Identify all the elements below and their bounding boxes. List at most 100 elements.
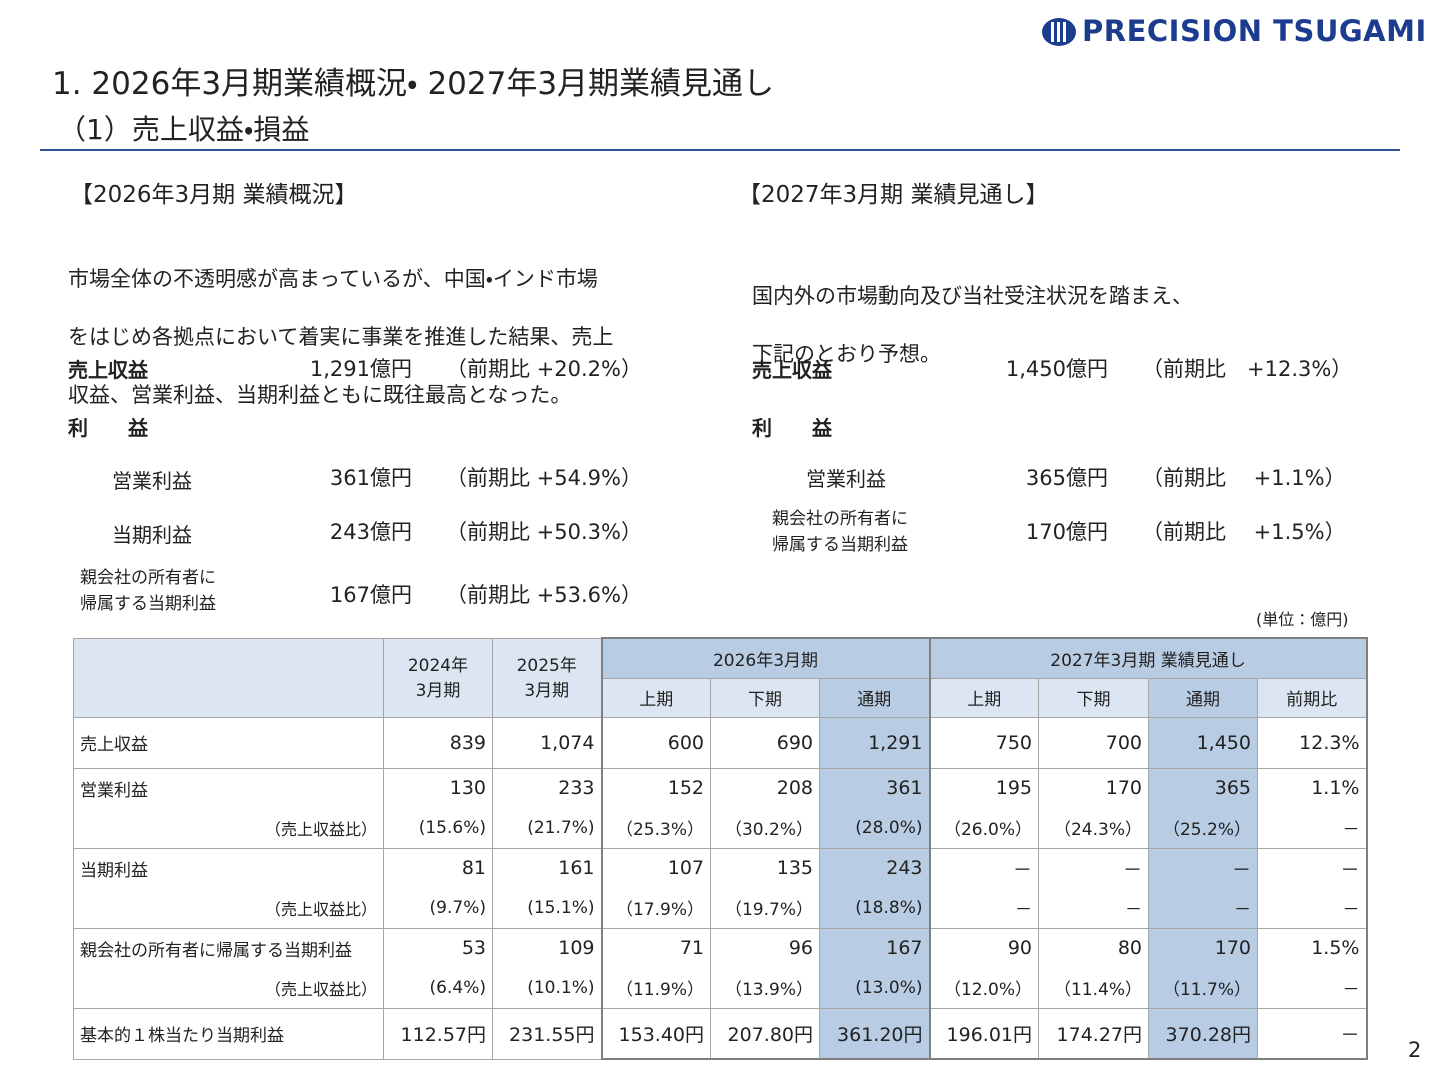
header-year: 2024年 3月期 — [383, 637, 493, 718]
table-cell: 361.20円 — [819, 1007, 930, 1060]
label: 利 益 — [752, 416, 832, 440]
value: 361億円 — [329, 466, 412, 490]
table-cell: 839 — [383, 716, 493, 769]
change: （前期比 +54.9%） — [446, 466, 642, 490]
table-cell: － — [1257, 808, 1368, 849]
table-cell: （17.9%） — [600, 888, 711, 929]
row-label: 基本的１株当たり当期利益 — [73, 1007, 384, 1060]
table-cell: (21.7%) — [492, 808, 602, 849]
table-cell: 700 — [1038, 716, 1149, 769]
subtitle: （1）売上収益・損益 — [58, 113, 310, 146]
row-sub-label: （売上収益比） — [73, 968, 384, 1009]
table-cell: － — [1038, 888, 1149, 929]
table-row: （売上収益比） (9.7%) (15.1%) （17.9%） （19.7%） (18.8%… — [73, 888, 1368, 929]
heading: 【2026年3月期 業績概況】 — [70, 182, 358, 208]
heading: 【2027年3月期 業績見通し】 — [738, 182, 1049, 208]
value: 167億円 — [329, 583, 412, 607]
table-cell: 370.28円 — [1148, 1007, 1258, 1060]
table-cell: 153.40円 — [600, 1007, 711, 1060]
table-row: 売上収益 839 1,074 600 690 1,291 750 700 1,450 12.3% — [73, 716, 1368, 769]
paragraph: 国内外の市場動向及び当社受注状況を踏まえ、 下記のとおり予想。 — [752, 253, 1193, 398]
table-cell: (15.1%) — [492, 888, 602, 929]
table-cell: 170 — [1148, 927, 1258, 968]
table-cell: 1,291 — [819, 716, 930, 769]
table-cell: － — [1257, 847, 1368, 888]
table-cell: （24.3%） — [1038, 808, 1149, 849]
results-table: 2024年 3月期 2025年 3月期 2026年3月期 2027年3月期 業績見通し… — [73, 637, 1368, 1060]
table-row: （売上収益比） (15.6%) (21.7%) （25.3%） （30.2%） (28.0… — [73, 808, 1368, 849]
table-cell: 231.55円 — [492, 1007, 602, 1060]
header-sub: 前期比 — [1257, 677, 1368, 718]
label: 親会社の所有者に 帰属する当期利益 — [80, 568, 216, 614]
table-cell: 107 — [600, 847, 711, 888]
table-cell: 690 — [710, 716, 820, 769]
table-cell: 195 — [928, 767, 1039, 808]
table-cell: （30.2%） — [710, 808, 820, 849]
header-corner — [73, 637, 384, 718]
table-cell: （11.9%） — [600, 968, 711, 1009]
table-row: 親会社の所有者に帰属する当期利益 53 109 71 96 167 90 80 170 1.5% — [73, 927, 1368, 968]
table-cell: － — [1257, 968, 1368, 1009]
row-sub-label: （売上収益比） — [73, 808, 384, 849]
row-label: 当期利益 — [73, 847, 384, 888]
header-sub: 通期 — [1148, 677, 1258, 718]
header-sub: 下期 — [1038, 677, 1149, 718]
label: 当期利益 — [112, 523, 192, 547]
table-cell: 233 — [492, 767, 602, 808]
value: 365億円 — [1025, 466, 1108, 490]
table-cell: （25.3%） — [600, 808, 711, 849]
change: （前期比 +1.1%） — [1142, 466, 1346, 490]
table-cell: 161 — [492, 847, 602, 888]
table-cell: 152 — [600, 767, 711, 808]
header-group: 2026年3月期 — [600, 637, 930, 679]
row-label: 営業利益 — [73, 767, 384, 808]
table-row: 2024年 3月期 2025年 3月期 2026年3月期 2027年3月期 業績見通し — [73, 637, 1368, 718]
table-cell: 53 — [383, 927, 493, 968]
table-cell: 12.3% — [1257, 716, 1368, 769]
table-cell: 135 — [710, 847, 820, 888]
table-cell: － — [1038, 847, 1149, 888]
table-cell: 112.57円 — [383, 1007, 493, 1060]
table-row: 営業利益 130 233 152 208 361 195 170 365 1.1% — [73, 767, 1368, 808]
table-row: 上期 下期 通期 上期 下期 通期 前期比 — [74, 677, 1368, 718]
table-cell: 361 — [819, 767, 930, 808]
table-cell: （26.0%） — [928, 808, 1039, 849]
table-cell: 1.5% — [1257, 927, 1368, 968]
table-cell: － — [1257, 888, 1368, 929]
table-cell: － — [1148, 847, 1258, 888]
change: （前期比 +20.2%） — [446, 357, 642, 381]
table-cell: 71 — [600, 927, 711, 968]
table-cell: 96 — [710, 927, 820, 968]
table-cell: 243 — [819, 847, 930, 888]
table-cell: 600 — [600, 716, 711, 769]
label: 売上収益 — [752, 358, 832, 382]
table-cell: 109 — [492, 927, 602, 968]
table-cell: 1.1% — [1257, 767, 1368, 808]
table-cell: （11.7%） — [1148, 968, 1258, 1009]
change: （前期比 +50.3%） — [446, 520, 642, 544]
table-cell: 1,450 — [1148, 716, 1258, 769]
line: 市場全体の不透明感が高まっているが、中国・インド市場 — [68, 267, 598, 291]
table-cell: (6.4%) — [383, 968, 493, 1009]
table-cell: 174.27円 — [1038, 1007, 1149, 1060]
label: 利 益 — [68, 416, 148, 440]
table-cell: (18.8%) — [819, 888, 930, 929]
table-cell: 80 — [1038, 927, 1149, 968]
table-row: （売上収益比） (6.4%) (10.1%) （11.9%） （13.9%） (13.0%… — [73, 968, 1368, 1009]
table-cell: (13.0%) — [819, 968, 930, 1009]
value: 170億円 — [1025, 520, 1108, 544]
header-sub: 上期 — [600, 677, 711, 718]
table-cell: － — [1257, 1007, 1368, 1060]
table-cell: (28.0%) — [819, 808, 930, 849]
change: （前期比 +12.3%） — [1142, 357, 1353, 381]
table-cell: 208 — [710, 767, 820, 808]
title: 1. 2026年3月期業績概況・ 2027年3月期業績見通し — [52, 66, 775, 102]
table-cell: (15.6%) — [383, 808, 493, 849]
value: 1,450億円 — [1005, 357, 1108, 381]
line: 国内外の市場動向及び当社受注状況を踏まえ、 — [752, 284, 1193, 308]
table-row: 基本的１株当たり当期利益 112.57円 231.55円 153.40円 207.80円… — [73, 1007, 1368, 1060]
paragraph: 市場全体の不透明感が高まっているが、中国・インド市場 をはじめ各拠点において着実… — [68, 236, 613, 439]
label: 親会社の所有者に 帰属する当期利益 — [772, 509, 908, 555]
